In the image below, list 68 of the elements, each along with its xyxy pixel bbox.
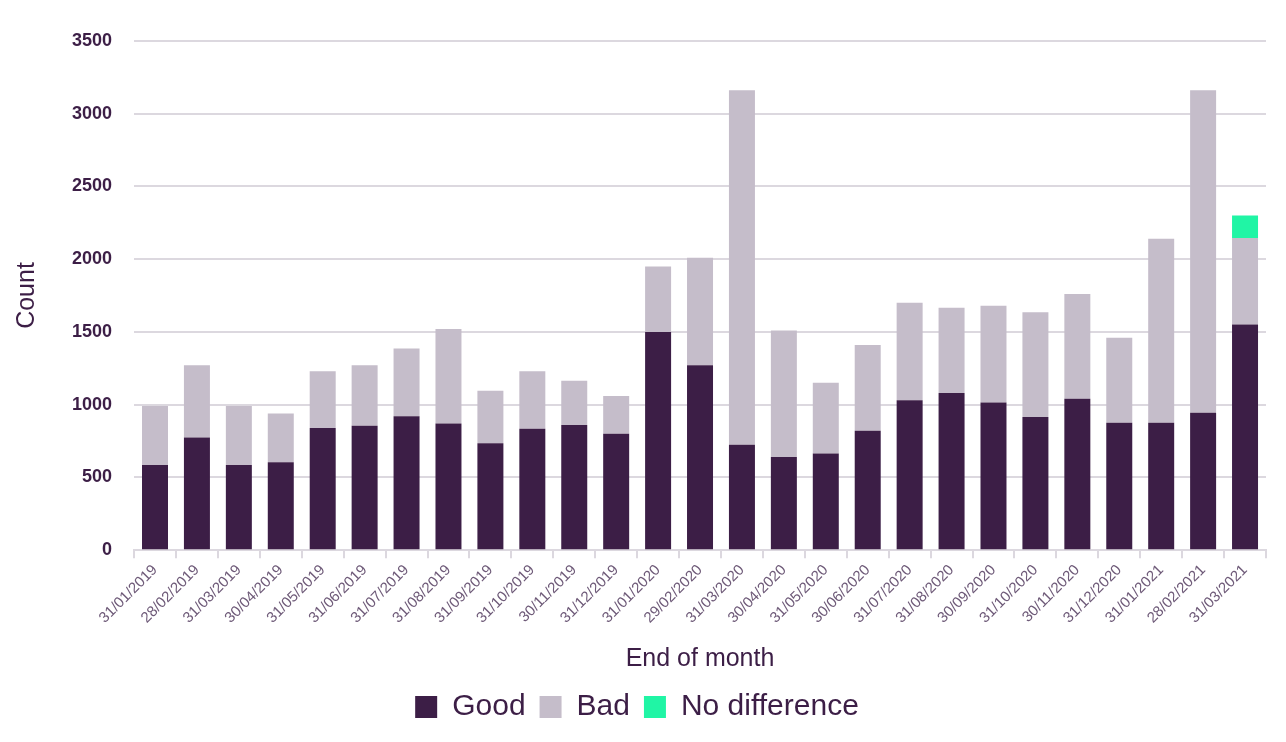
- bar: [225, 406, 252, 466]
- bar: [142, 465, 168, 550]
- bar: [1064, 398, 1091, 550]
- bar: [728, 90, 755, 445]
- bar: [854, 430, 881, 550]
- bar: [267, 462, 294, 550]
- bar: [1148, 238, 1175, 423]
- bar: [896, 400, 923, 550]
- y-tick-label: 2000: [72, 248, 113, 269]
- bar: [519, 428, 546, 550]
- y-tick-label: 500: [82, 466, 113, 487]
- bar: [519, 371, 546, 429]
- y-tick-label: 2500: [72, 175, 113, 196]
- bar: [1106, 422, 1133, 550]
- bar: [1190, 90, 1217, 413]
- bar: [603, 395, 630, 434]
- y-tick-label: 1000: [72, 393, 113, 414]
- bar: [980, 305, 1007, 403]
- bar: [1190, 412, 1217, 550]
- y-tick-label: 1500: [72, 320, 113, 341]
- bar: [980, 402, 1007, 550]
- bar: [435, 423, 462, 550]
- legend-label: Bad: [576, 688, 630, 722]
- bar: [812, 453, 839, 550]
- bar: [938, 307, 965, 394]
- y-tick-label: 0: [102, 539, 113, 560]
- bar: [938, 393, 965, 550]
- bar: [1232, 215, 1259, 239]
- bar: [1106, 337, 1133, 423]
- bar: [770, 457, 797, 550]
- bar: [770, 330, 797, 458]
- bar: [1232, 238, 1259, 325]
- bar: [1232, 324, 1259, 550]
- legend-label: No difference: [680, 688, 859, 722]
- x-axis-title: End of month: [625, 642, 775, 671]
- bar: [1148, 422, 1175, 550]
- y-tick-label: 3000: [72, 102, 113, 123]
- bar: [183, 437, 210, 550]
- bar: [225, 465, 252, 550]
- bar: [1022, 417, 1049, 550]
- bar: [687, 257, 714, 366]
- bar: [393, 348, 420, 417]
- y-axis-title: Count: [10, 262, 39, 329]
- bar: [728, 444, 755, 550]
- bar: [393, 416, 420, 550]
- bar: [896, 302, 923, 401]
- bar: [309, 427, 336, 550]
- bar: [351, 365, 378, 426]
- bar: [267, 413, 294, 463]
- bar: [854, 344, 881, 431]
- bar: [183, 365, 210, 438]
- y-tick-label: 3500: [72, 29, 113, 50]
- bar: [1022, 312, 1049, 418]
- bar: [435, 328, 462, 424]
- bar: [645, 331, 672, 550]
- bar: [1064, 294, 1091, 399]
- bar: [477, 443, 504, 550]
- bar: [687, 365, 714, 550]
- bar: [351, 425, 378, 550]
- bar: [561, 380, 588, 426]
- bar: [645, 266, 672, 332]
- bar: [142, 406, 168, 466]
- legend-label: Good: [452, 688, 526, 722]
- bar: [812, 382, 839, 454]
- bar: [561, 425, 588, 550]
- bar: [603, 433, 630, 550]
- bar: [309, 371, 336, 428]
- bar: [477, 390, 504, 444]
